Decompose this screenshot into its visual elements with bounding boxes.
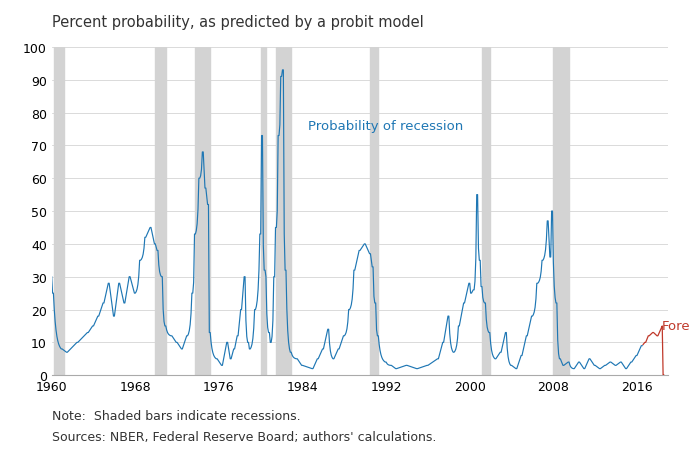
Bar [155, 48, 166, 375]
Bar [54, 48, 64, 375]
Text: Forecast: Forecast [662, 320, 689, 333]
Bar [482, 48, 490, 375]
Bar [553, 48, 569, 375]
Text: Note:  Shaded bars indicate recessions.: Note: Shaded bars indicate recessions. [52, 410, 300, 423]
Bar [196, 48, 210, 375]
Bar [276, 48, 291, 375]
Text: Sources: NBER, Federal Reserve Board; authors' calculations.: Sources: NBER, Federal Reserve Board; au… [52, 430, 436, 443]
Bar [260, 48, 266, 375]
Bar [371, 48, 378, 375]
Text: Probability of recession: Probability of recession [307, 120, 463, 133]
Text: Percent probability, as predicted by a probit model: Percent probability, as predicted by a p… [52, 15, 424, 30]
